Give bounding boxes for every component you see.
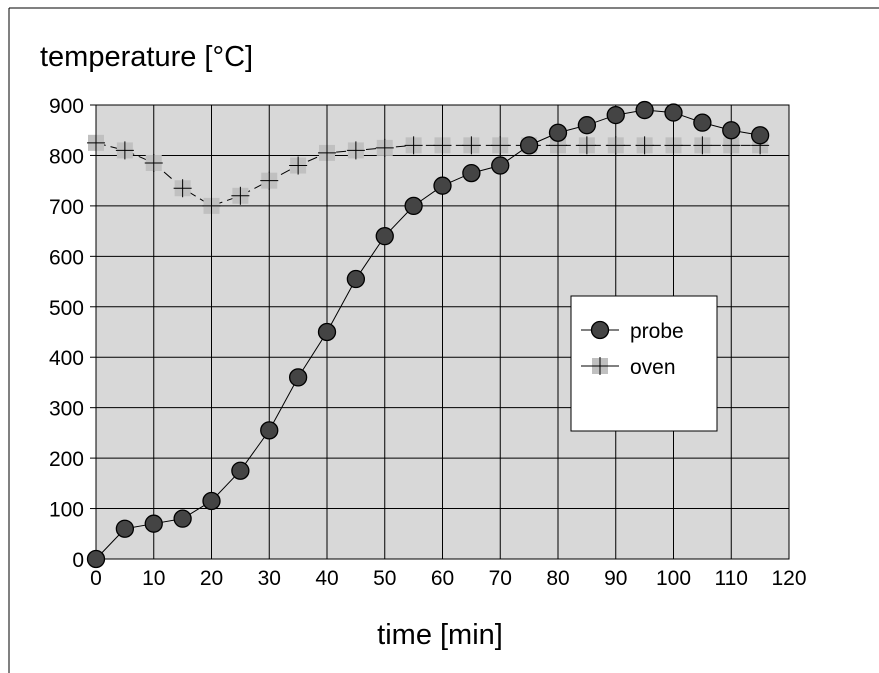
y-tick-label: 400	[49, 347, 84, 370]
probe-point	[433, 176, 452, 195]
oven-point	[404, 136, 423, 155]
y-tick-label: 700	[49, 196, 84, 219]
oven-point	[577, 136, 596, 155]
y-tick-label: 200	[49, 448, 84, 471]
x-tick-label: 70	[489, 567, 512, 590]
x-tick-label: 40	[315, 567, 338, 590]
tick-labels: 0 10 20 30 40 50 60 70 80 90 100 110 120 0 100 200 300 40…	[49, 95, 807, 590]
oven-point	[144, 154, 163, 173]
oven-point	[87, 133, 105, 152]
probe-point	[664, 103, 683, 122]
y-tick-label: 0	[72, 549, 84, 572]
x-tick-label: 0	[90, 567, 102, 590]
probe-point	[693, 113, 712, 132]
y-axis-label: temperature [°C]	[40, 41, 253, 73]
y-tick-label: 300	[49, 398, 84, 421]
probe-point	[750, 126, 770, 145]
legend-label-oven: oven	[630, 356, 676, 379]
oven-point	[318, 143, 336, 162]
probe-point	[722, 121, 741, 140]
oven-point	[115, 141, 134, 160]
legend-item-oven: oven	[581, 356, 676, 379]
probe-point	[375, 227, 394, 246]
y-tick-label: 500	[49, 297, 84, 320]
probe-point	[202, 491, 221, 511]
y-tick-label: 900	[49, 95, 84, 118]
probe-point	[86, 549, 106, 569]
probe-point	[635, 100, 654, 120]
y-tick-label: 600	[49, 246, 84, 269]
x-tick-label: 30	[258, 567, 281, 590]
oven-point	[231, 186, 250, 205]
legend-marker-probe	[590, 320, 610, 340]
x-tick-label: 20	[200, 567, 223, 590]
probe-point	[577, 116, 597, 135]
oven-point	[375, 138, 394, 157]
x-tick-label: 110	[715, 567, 748, 590]
probe-point	[519, 136, 539, 155]
oven-point	[693, 136, 712, 155]
legend-label-probe: probe	[630, 320, 684, 343]
x-tick-label: 50	[373, 567, 396, 590]
oven-point	[462, 136, 481, 155]
legend-marker-oven	[591, 357, 609, 375]
series	[86, 100, 770, 569]
probe-point	[491, 156, 510, 175]
probe-point	[231, 461, 250, 480]
x-axis-label: time [min]	[377, 619, 503, 651]
probe-point	[115, 519, 135, 538]
x-tick-label: 10	[142, 567, 165, 590]
oven-point	[433, 136, 452, 155]
oven-point	[173, 179, 192, 198]
x-tick-label: 100	[656, 567, 691, 590]
probe-point	[144, 514, 163, 533]
oven-point	[635, 136, 654, 155]
probe-point	[346, 269, 366, 289]
probe-point	[404, 196, 423, 216]
probe-point	[173, 509, 192, 528]
probe-point	[606, 105, 625, 125]
oven-point	[606, 136, 625, 155]
oven-point	[289, 156, 308, 175]
probe-point	[462, 163, 481, 183]
x-tick-label: 60	[431, 567, 454, 590]
probe-point	[548, 123, 568, 142]
oven-point	[722, 136, 741, 155]
probe-point	[288, 368, 308, 387]
plot-border	[95, 104, 790, 560]
y-tick-label: 800	[49, 145, 84, 168]
probe-point	[260, 421, 279, 440]
oven-point	[202, 196, 221, 215]
oven-series	[87, 133, 770, 215]
y-tick-label: 100	[49, 499, 84, 522]
legend: probe oven	[570, 295, 718, 432]
oven-point	[491, 136, 510, 155]
x-tick-label: 90	[604, 567, 627, 590]
oven-point	[664, 136, 683, 155]
probe-point	[317, 322, 337, 342]
x-tick-label: 80	[546, 567, 569, 590]
x-tick-label: 120	[771, 567, 806, 590]
probe-series	[86, 100, 770, 569]
oven-point	[346, 141, 365, 160]
oven-point	[260, 171, 279, 190]
legend-item-probe: probe	[581, 320, 684, 343]
